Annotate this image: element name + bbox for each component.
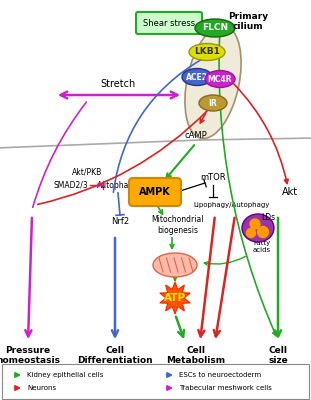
Ellipse shape [185,26,241,138]
Text: Akt/PKB: Akt/PKB [72,168,102,176]
Text: Stretch: Stretch [100,79,136,89]
Text: mTOR: mTOR [200,174,226,182]
FancyBboxPatch shape [2,364,309,399]
Text: Pressure
homeostasis: Pressure homeostasis [0,346,60,366]
Text: Neurons: Neurons [27,385,56,391]
Ellipse shape [205,70,235,88]
Circle shape [258,226,268,238]
Text: ACE2: ACE2 [186,72,208,82]
Text: FLCN: FLCN [202,24,228,32]
Text: Cell
size: Cell size [268,346,288,366]
Text: Mitochondrial
biogenesis: Mitochondrial biogenesis [152,215,204,235]
Text: cAMP: cAMP [185,130,207,140]
Text: Kidney epithelial cells: Kidney epithelial cells [27,372,103,378]
Text: Trabecular meshwork cells: Trabecular meshwork cells [179,385,272,391]
Circle shape [250,219,260,229]
Text: LDs: LDs [261,214,275,222]
Circle shape [247,228,256,238]
Ellipse shape [195,19,235,37]
FancyBboxPatch shape [129,178,181,206]
Ellipse shape [199,95,227,111]
Text: Akt: Akt [282,187,298,197]
Text: SMAD2/3: SMAD2/3 [53,180,88,190]
Ellipse shape [189,44,225,60]
Text: AMPK: AMPK [139,187,171,197]
Text: ESCs to neuroectoderm: ESCs to neuroectoderm [179,372,261,378]
Polygon shape [160,282,190,314]
Ellipse shape [242,214,274,242]
Text: Autophagy: Autophagy [97,180,139,190]
Ellipse shape [153,253,197,277]
FancyBboxPatch shape [136,12,202,34]
Text: LKB1: LKB1 [194,48,220,56]
Text: Nrf2: Nrf2 [111,218,129,226]
Text: IR: IR [209,98,217,108]
Text: Shear stress: Shear stress [143,18,195,28]
Text: Cell
Differentiation: Cell Differentiation [77,346,153,366]
Text: Lipophagy/Autophagy: Lipophagy/Autophagy [194,202,270,208]
Text: Primary
cilium: Primary cilium [228,12,268,31]
Text: Fatty
acids: Fatty acids [253,240,271,252]
Text: ATP: ATP [164,293,186,303]
Text: MC4R: MC4R [208,74,232,84]
Text: Cell
Metabolism: Cell Metabolism [166,346,225,366]
Ellipse shape [182,68,212,86]
